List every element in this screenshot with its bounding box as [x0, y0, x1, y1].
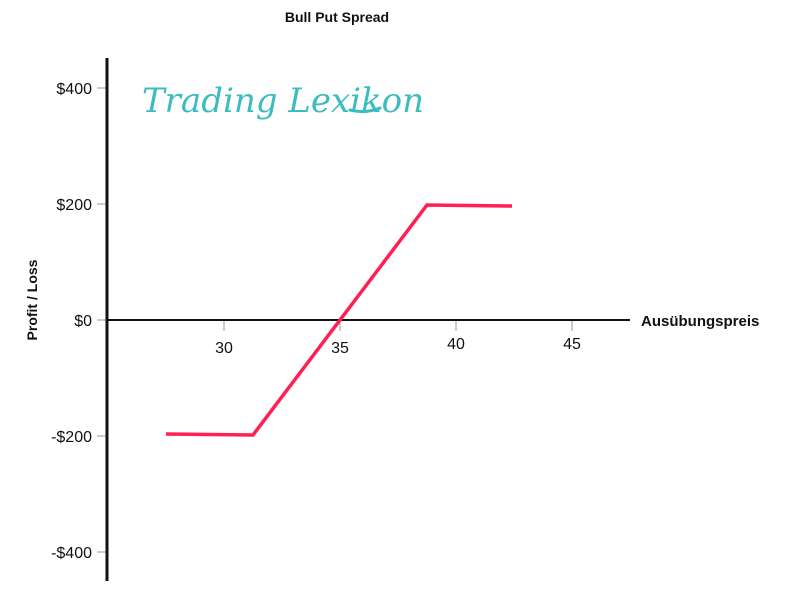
y-tick-label: $0 — [74, 313, 92, 330]
y-tick-label: $400 — [56, 81, 92, 98]
y-axis-label: Profit / Loss — [24, 259, 40, 340]
x-tick-label: 40 — [447, 336, 465, 353]
chart-title: Bull Put Spread — [285, 9, 389, 25]
x-tick-label: 35 — [331, 340, 349, 357]
y-tick-label: $200 — [56, 197, 92, 214]
logo-text: Trading Lexikon — [142, 81, 424, 121]
y-tick-label: -$400 — [51, 545, 92, 562]
x-axis-ticks: 30 35 40 45 — [215, 320, 581, 357]
y-axis-ticks: $400 $200 $0 -$200 -$400 — [51, 81, 107, 562]
profit-loss-line — [165, 203, 513, 437]
trading-lexikon-logo: Trading Lexikon — [142, 81, 424, 121]
x-tick-label: 30 — [215, 340, 233, 357]
x-axis-label: Ausübungspreis — [641, 313, 759, 330]
y-tick-label: -$200 — [51, 429, 92, 446]
x-tick-label: 45 — [563, 336, 581, 353]
